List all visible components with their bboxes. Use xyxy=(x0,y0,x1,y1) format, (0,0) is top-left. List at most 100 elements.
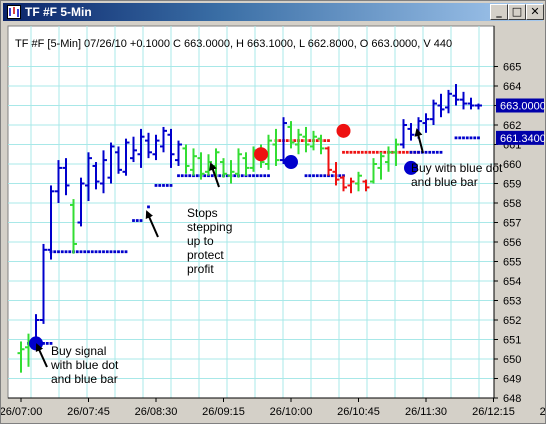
stop-dot xyxy=(293,139,297,142)
price-bar xyxy=(242,152,250,176)
blue-signal-dot xyxy=(29,336,43,351)
price-bar xyxy=(295,128,302,155)
price-bar xyxy=(100,150,107,194)
stop-dot xyxy=(349,150,353,154)
stop-dot xyxy=(184,174,188,178)
time-tick-label: 26/11:30 xyxy=(405,406,447,418)
stop-dot xyxy=(439,150,443,154)
price-tick-label: 654 xyxy=(503,276,521,288)
stop-dot xyxy=(165,184,169,187)
price-bar xyxy=(85,152,92,202)
time-tick-label: 26/10:00 xyxy=(270,406,313,418)
price-bar xyxy=(55,160,62,203)
price-labels: 663.0000 661.3400 xyxy=(496,98,545,145)
blue-signal-dot xyxy=(284,155,298,170)
price-tick-label: 651 xyxy=(503,335,521,347)
annotation-arrow xyxy=(35,343,48,368)
annotation-text: Buy with blue dot and blue bar xyxy=(411,161,503,189)
title-bar[interactable]: TF #F 5-Min _ □ ✕ xyxy=(3,3,544,21)
stop-dot xyxy=(375,150,379,154)
annotation-arrow xyxy=(145,210,159,238)
stop-dot xyxy=(364,150,368,154)
price-tick-label: 657 xyxy=(503,218,521,230)
price-bar xyxy=(145,132,152,159)
time-tick-label: 26/12:15 xyxy=(472,406,515,418)
stop-dot xyxy=(300,139,304,142)
price-bar xyxy=(115,146,122,174)
price-bar xyxy=(137,128,145,168)
time-tick-label: 26/07:45 xyxy=(67,406,110,418)
price-bar xyxy=(92,162,100,190)
price-bar xyxy=(392,138,400,166)
stop-dot xyxy=(135,219,139,222)
price-tick-label: 656 xyxy=(503,237,521,249)
svg-text:661.3400: 661.3400 xyxy=(500,133,545,145)
stop-dot xyxy=(225,174,229,178)
close-button[interactable]: ✕ xyxy=(526,4,544,20)
stop-dot xyxy=(360,150,364,154)
price-bar xyxy=(160,126,167,153)
stop-dot xyxy=(120,250,124,254)
stop-dot xyxy=(402,150,405,154)
price-tick-label: 653 xyxy=(503,296,521,308)
price-bar xyxy=(122,138,130,176)
stop-dot xyxy=(465,136,469,140)
stop-dot xyxy=(327,174,330,178)
stop-dot xyxy=(304,174,308,178)
price-bar xyxy=(227,160,235,184)
price-bar xyxy=(355,171,362,192)
price-bar xyxy=(332,162,340,186)
stop-dot xyxy=(379,150,383,154)
annotation-arrow xyxy=(414,128,424,154)
price-bar xyxy=(167,128,175,168)
price-bar xyxy=(317,134,325,155)
stop-dot xyxy=(109,250,113,254)
stop-dot xyxy=(428,150,432,154)
price-bar xyxy=(130,136,137,163)
price-bar xyxy=(62,158,70,196)
stop-dot xyxy=(60,250,64,254)
price-bar xyxy=(220,158,227,178)
stop-dot xyxy=(469,136,473,140)
stop-dot xyxy=(192,174,195,178)
stop-price-label: 661.3400 xyxy=(496,130,545,145)
price-bar xyxy=(347,177,355,194)
price-bar xyxy=(370,158,377,184)
stop-dot xyxy=(162,184,165,187)
stop-dot xyxy=(285,139,289,142)
stop-dot xyxy=(345,150,349,154)
stop-dot xyxy=(357,150,360,154)
stop-dot xyxy=(124,250,128,254)
minimize-button[interactable]: _ xyxy=(490,4,508,20)
stop-dot xyxy=(424,150,428,154)
price-bar xyxy=(280,117,287,164)
stop-dot xyxy=(390,150,394,154)
stop-dot xyxy=(195,174,199,178)
price-bar xyxy=(377,152,385,180)
blue-signal-dot xyxy=(404,160,418,175)
price-tick-label: 665 xyxy=(503,62,521,74)
stop-dot xyxy=(263,174,267,178)
price-bar xyxy=(467,97,475,110)
stop-dot xyxy=(203,174,207,178)
stop-dot xyxy=(435,150,439,154)
price-bar xyxy=(107,142,115,184)
stop-dot xyxy=(473,136,477,140)
stop-dot xyxy=(308,174,312,178)
stop-dot xyxy=(83,250,87,254)
chart-info-line: TF #F [5-Min] 07/26/10 +0.1000 C 663.000… xyxy=(15,38,452,50)
price-bar xyxy=(400,119,407,149)
price-tick-label: 664 xyxy=(503,81,521,93)
stop-dot xyxy=(113,250,117,254)
stop-dot xyxy=(255,174,259,178)
price-bar xyxy=(235,148,242,178)
stop-dot xyxy=(207,174,210,178)
maximize-button[interactable]: □ xyxy=(508,4,526,20)
price-bar xyxy=(422,113,430,133)
price-bar xyxy=(362,179,370,192)
stop-dot xyxy=(147,205,150,209)
svg-text:663.0000: 663.0000 xyxy=(500,101,545,113)
price-bar xyxy=(430,99,437,125)
